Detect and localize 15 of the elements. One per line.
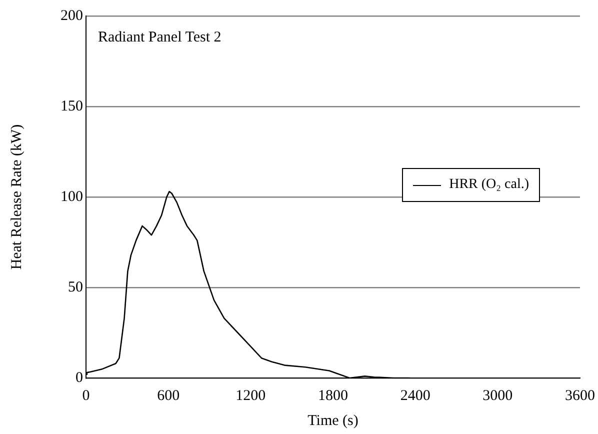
y-tick-label: 100	[60, 188, 83, 205]
legend-label: HRR (O₂ cal.)	[449, 177, 529, 193]
y-tick-label: 200	[60, 8, 83, 24]
x-tick-label: 3000	[482, 388, 513, 404]
annotation: Radiant Panel Test 2	[98, 29, 222, 46]
y-axis-title: Heat Release Rate (kW)	[8, 124, 25, 270]
x-tick-label: 3600	[565, 388, 595, 404]
x-axis-title: Time (s)	[308, 412, 358, 429]
x-tick-label: 1800	[318, 388, 348, 404]
y-tick-label: 0	[76, 370, 83, 386]
x-tick-label: 600	[157, 388, 180, 404]
y-tick-label: 50	[68, 279, 83, 296]
x-tick-label: 1200	[236, 388, 266, 404]
y-tick-label: 150	[60, 98, 83, 114]
x-tick-label: 2400	[400, 388, 430, 404]
